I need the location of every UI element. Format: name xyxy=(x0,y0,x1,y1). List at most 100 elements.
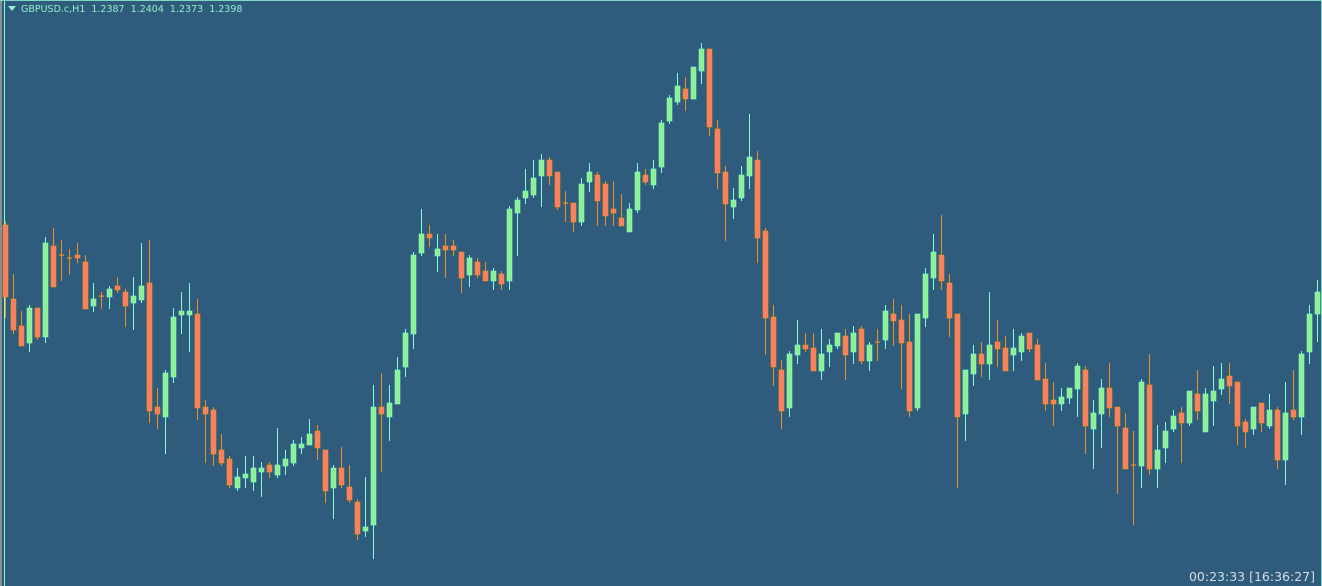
candle xyxy=(762,228,769,355)
candle-body-bear xyxy=(1194,393,1201,412)
candle xyxy=(530,160,537,198)
candle-body-bear xyxy=(114,285,121,291)
candle xyxy=(154,388,161,429)
candle-body-bull xyxy=(42,242,49,338)
candle-body-bear xyxy=(458,251,465,279)
candle-body-bear xyxy=(602,183,609,217)
candle-body-bear xyxy=(18,325,25,347)
candle-body-bear xyxy=(202,406,209,415)
candle-body-bull xyxy=(1170,415,1177,430)
candle xyxy=(1202,388,1209,433)
candle-body-bear xyxy=(1290,409,1297,418)
candle-body-bull xyxy=(794,344,801,356)
candle xyxy=(194,299,201,420)
candle-body-bull xyxy=(330,467,337,489)
candle xyxy=(698,43,705,84)
candle xyxy=(914,313,921,411)
candle xyxy=(2,221,9,318)
candle xyxy=(578,178,585,226)
candle xyxy=(642,169,649,185)
candle-body-bull xyxy=(818,353,825,372)
candle-body-bull xyxy=(1306,313,1313,353)
candle-body-bull xyxy=(1298,353,1305,418)
candle-body-bull xyxy=(586,171,593,183)
candle-body-bull xyxy=(1162,430,1169,449)
candle-body-bull xyxy=(866,344,873,362)
candle xyxy=(410,252,417,349)
candle xyxy=(34,307,41,340)
candle xyxy=(138,243,145,303)
candle xyxy=(1298,351,1305,435)
candle-body-bull xyxy=(650,168,657,186)
candle-body-bull xyxy=(258,467,265,473)
candle-body-bear xyxy=(762,230,769,319)
candle xyxy=(466,255,473,287)
candle xyxy=(1290,370,1297,420)
candle xyxy=(866,342,873,371)
candle xyxy=(994,320,1001,367)
candle-body-bear xyxy=(50,245,57,288)
candle xyxy=(322,449,329,503)
candle xyxy=(386,385,393,441)
candle xyxy=(842,329,849,380)
candle xyxy=(482,262,489,282)
candle xyxy=(850,326,857,364)
candle xyxy=(1122,413,1129,470)
candle xyxy=(1266,394,1273,429)
candle-body-bull xyxy=(162,372,169,418)
candle xyxy=(458,251,465,293)
candle-body-bear xyxy=(1274,409,1281,461)
candle-body-bull xyxy=(1210,390,1217,402)
candle-body-doji xyxy=(99,295,104,297)
candle xyxy=(178,292,185,334)
candle-body-bull xyxy=(370,406,377,526)
candle xyxy=(1131,431,1136,525)
candle xyxy=(59,240,64,281)
triangle-down-icon[interactable] xyxy=(8,6,16,11)
candle xyxy=(1138,379,1145,488)
candle-body-bear xyxy=(74,254,81,259)
candle-body-bear xyxy=(1026,332,1033,350)
candle xyxy=(858,326,865,364)
candle-body-bear xyxy=(618,217,625,227)
candle xyxy=(1090,400,1097,469)
candle-body-bear xyxy=(354,501,361,535)
candle xyxy=(1194,370,1201,420)
candle-body-bear xyxy=(810,347,817,372)
candle xyxy=(10,274,17,334)
candle-body-bear xyxy=(1226,375,1233,387)
candle xyxy=(1034,339,1041,381)
candle xyxy=(1234,381,1241,445)
candle-body-bull xyxy=(1138,381,1145,467)
candle-body-bear xyxy=(122,291,129,307)
candle-body-bear xyxy=(1050,399,1057,405)
candle-body-bear xyxy=(682,88,689,100)
candle-body-bear xyxy=(1082,369,1089,427)
candle xyxy=(282,450,289,475)
candle xyxy=(650,160,657,189)
candle xyxy=(362,477,369,537)
candle xyxy=(1210,366,1217,426)
candle xyxy=(1146,354,1153,475)
candle xyxy=(394,357,401,405)
candle xyxy=(1226,363,1233,404)
candle xyxy=(1010,329,1017,371)
candle-body-bear xyxy=(1042,378,1049,405)
candle-body-bear xyxy=(802,344,809,350)
candle-body-bear xyxy=(978,353,985,365)
candle-body-bear xyxy=(338,467,345,486)
candle xyxy=(586,163,593,192)
candle-body-bull xyxy=(506,208,513,282)
candle xyxy=(338,447,345,488)
candle xyxy=(1106,363,1113,417)
candle xyxy=(706,48,713,136)
candle-body-bull xyxy=(698,48,705,72)
candle-body-bear xyxy=(226,458,233,486)
candle xyxy=(970,345,977,386)
candle xyxy=(474,258,481,278)
candle-body-bull xyxy=(1282,412,1289,461)
candle xyxy=(786,351,793,417)
candle xyxy=(50,228,57,288)
candle-body-bear xyxy=(946,282,953,319)
